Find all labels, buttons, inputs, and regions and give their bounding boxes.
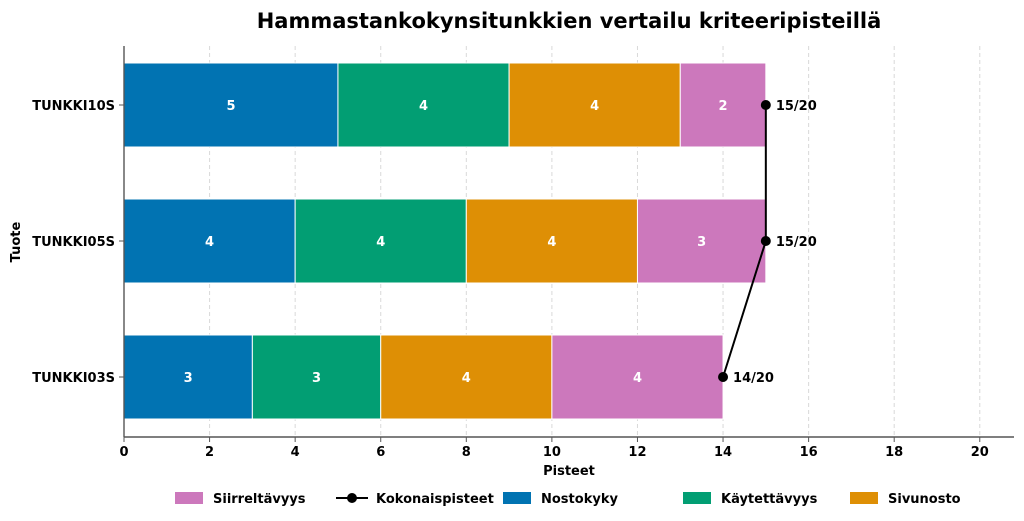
- bar-segment: [337, 62, 510, 148]
- bar-segment: [294, 198, 467, 284]
- bar-segment: [551, 334, 724, 420]
- chart-title: Hammastankokynsitunkkien vertailu kritee…: [257, 9, 882, 33]
- totals-value-label: 15/20: [776, 235, 817, 250]
- totals-value-label: 14/20: [733, 371, 774, 386]
- legend-swatch: [503, 492, 531, 504]
- bar-segment: [465, 198, 638, 284]
- legend-label: Nostokyky: [541, 492, 618, 507]
- y-category-label: TUNKKI03S: [32, 371, 115, 386]
- x-tick-label: 18: [885, 445, 903, 460]
- x-tick-label: 16: [800, 445, 818, 460]
- x-ticks: 0 2 4 6 8 10 12 14 16 18 20: [119, 437, 989, 460]
- totals-marker: [760, 100, 771, 110]
- totals-marker: [718, 372, 729, 382]
- y-categories: TUNKKI03S TUNKKI05S TUNKKI10S: [32, 99, 124, 386]
- x-tick-label: 14: [714, 445, 732, 460]
- x-tick-label: 12: [628, 445, 646, 460]
- segment-labels: 3 3 4 4 4 4 4 3 5 4 4 2: [184, 99, 728, 386]
- segment-value-label: 4: [462, 371, 471, 386]
- x-tick-label: 8: [462, 445, 471, 460]
- segment-value-label: 3: [697, 235, 706, 250]
- legend-label: Kokonaispisteet: [376, 492, 494, 507]
- legend-swatch: [175, 492, 203, 504]
- x-tick-label: 0: [119, 445, 128, 460]
- legend-label: Käytettävyys: [721, 492, 818, 507]
- legend-marker-swatch: [347, 493, 357, 503]
- segment-value-label: 3: [312, 371, 321, 386]
- x-axis-label: Pisteet: [543, 464, 595, 479]
- bar-segment: [508, 62, 681, 148]
- segment-value-label: 4: [590, 99, 599, 114]
- bar-segment: [636, 198, 767, 284]
- segment-value-label: 4: [205, 235, 214, 250]
- totals-line: 14/20 15/20 15/20: [718, 99, 817, 386]
- legend-label: Sivunosto: [888, 492, 961, 507]
- segment-value-label: 4: [376, 235, 385, 250]
- x-tick-label: 6: [376, 445, 385, 460]
- legend-swatch: [850, 492, 878, 504]
- y-category-label: TUNKKI10S: [32, 99, 115, 114]
- y-category-label: TUNKKI05S: [32, 235, 115, 250]
- bar-segment: [380, 334, 553, 420]
- totals-value-label: 15/20: [776, 99, 817, 114]
- segment-value-label: 5: [226, 99, 235, 114]
- x-tick-label: 10: [543, 445, 561, 460]
- segment-value-label: 3: [184, 371, 193, 386]
- segment-value-label: 4: [419, 99, 428, 114]
- legend-label: Siirreltävyys: [213, 492, 306, 507]
- x-tick-label: 20: [971, 445, 989, 460]
- bar-segment: [251, 334, 382, 420]
- y-axis-label: Tuote: [9, 221, 24, 262]
- totals-marker: [760, 236, 771, 246]
- legend: Siirreltävyys Kokonaispisteet Nostokyky Käy…: [175, 492, 961, 507]
- bar-segments: [123, 62, 767, 420]
- segment-value-label: 4: [547, 235, 556, 250]
- bar-segment: [679, 62, 767, 148]
- x-tick-label: 2: [205, 445, 214, 460]
- segment-value-label: 4: [633, 371, 642, 386]
- bar-segment: [123, 198, 296, 284]
- segment-value-label: 2: [719, 99, 728, 114]
- x-tick-label: 4: [291, 445, 300, 460]
- legend-swatch: [683, 492, 711, 504]
